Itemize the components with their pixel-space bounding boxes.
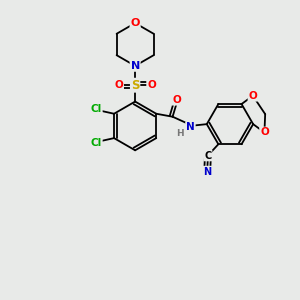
Text: C: C — [204, 151, 211, 160]
Text: N: N — [130, 61, 140, 71]
Text: H: H — [176, 129, 184, 138]
Text: O: O — [114, 80, 123, 90]
Text: O: O — [130, 18, 140, 28]
Text: N: N — [203, 167, 211, 177]
Text: Cl: Cl — [91, 104, 102, 114]
Text: O: O — [248, 91, 257, 101]
Text: N: N — [186, 122, 195, 132]
Text: O: O — [260, 128, 269, 137]
Text: O: O — [147, 80, 156, 90]
Text: O: O — [173, 95, 182, 105]
Text: S: S — [131, 79, 140, 92]
Text: Cl: Cl — [91, 138, 102, 148]
